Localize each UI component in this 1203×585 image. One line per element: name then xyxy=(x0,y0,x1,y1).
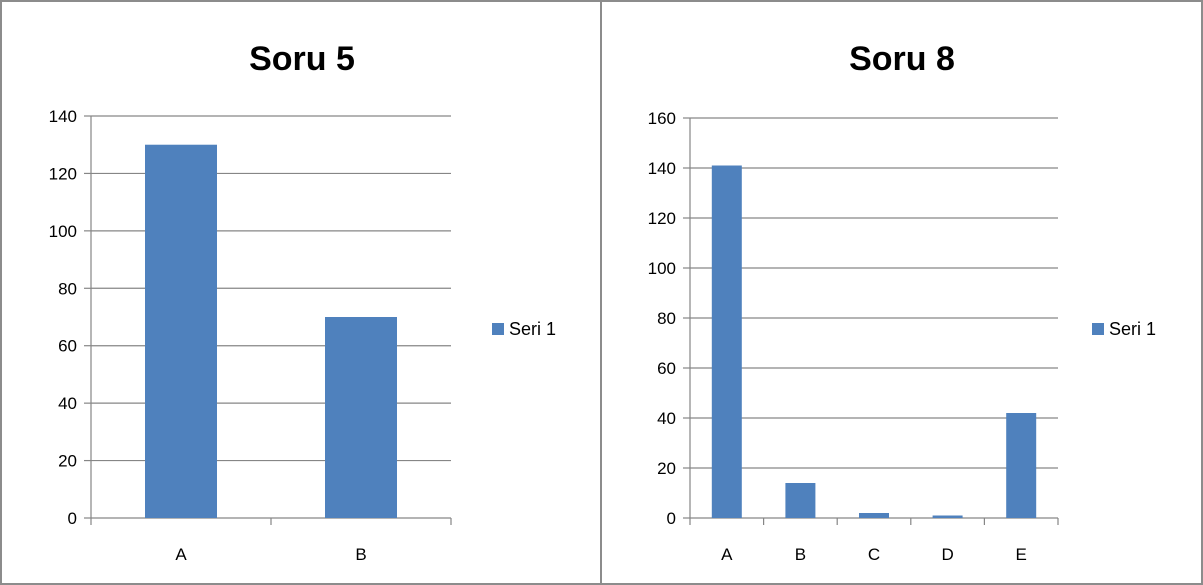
bar-b xyxy=(325,317,397,518)
legend-label: Seri 1 xyxy=(509,319,556,339)
bar-a xyxy=(711,165,742,518)
chart-panel-soru-8: Soru 8 0 20 40 60 80 100 120 140 160 A B C D E Seri 1 xyxy=(600,0,1203,585)
x-tick-label: B xyxy=(795,545,806,564)
chart-soru-8: Soru 8 0 20 40 60 80 100 120 140 160 A B C D E Seri 1 xyxy=(648,40,1156,564)
y-tick-label: 140 xyxy=(648,159,676,178)
y-tick-label: 40 xyxy=(657,409,676,428)
bar-e xyxy=(1006,413,1037,518)
chart-title: Soru 5 xyxy=(249,40,355,78)
y-tick-label: 20 xyxy=(657,459,676,478)
y-tick-label: 160 xyxy=(648,109,676,128)
legend-label: Seri 1 xyxy=(1109,319,1156,339)
y-tick-label: 60 xyxy=(657,359,676,378)
y-tick-label: 60 xyxy=(58,337,77,356)
chart-soru-5: Soru 5 0 20 40 60 80 100 120 140 A B Seri 1 xyxy=(49,40,556,564)
y-tick-label: 140 xyxy=(49,107,77,126)
y-tick-label: 120 xyxy=(648,209,676,228)
y-tick-label: 80 xyxy=(58,279,77,298)
bar-a xyxy=(145,144,217,518)
x-tick-label: A xyxy=(175,545,187,564)
bar-b xyxy=(785,483,816,518)
chart-panel-soru-5: Soru 5 0 20 40 60 80 100 120 140 A B Seri 1 xyxy=(0,0,602,585)
legend-swatch xyxy=(1092,323,1104,335)
x-tick-label: A xyxy=(721,545,733,564)
y-tick-label: 40 xyxy=(58,394,77,413)
y-tick-label: 120 xyxy=(49,164,77,183)
bar-d xyxy=(932,515,963,518)
x-tick-label: C xyxy=(868,545,880,564)
y-tick-label: 80 xyxy=(657,309,676,328)
chart-title: Soru 8 xyxy=(849,40,955,78)
y-tick-label: 100 xyxy=(49,222,77,241)
x-tick-label: D xyxy=(941,545,953,564)
y-tick-label: 0 xyxy=(667,509,676,528)
bar-c xyxy=(859,513,889,518)
y-tick-label: 0 xyxy=(68,509,77,528)
x-tick-label: E xyxy=(1016,545,1027,564)
legend-swatch xyxy=(492,323,504,335)
y-tick-label: 100 xyxy=(648,259,676,278)
x-tick-label: B xyxy=(355,545,366,564)
y-tick-label: 20 xyxy=(58,452,77,471)
